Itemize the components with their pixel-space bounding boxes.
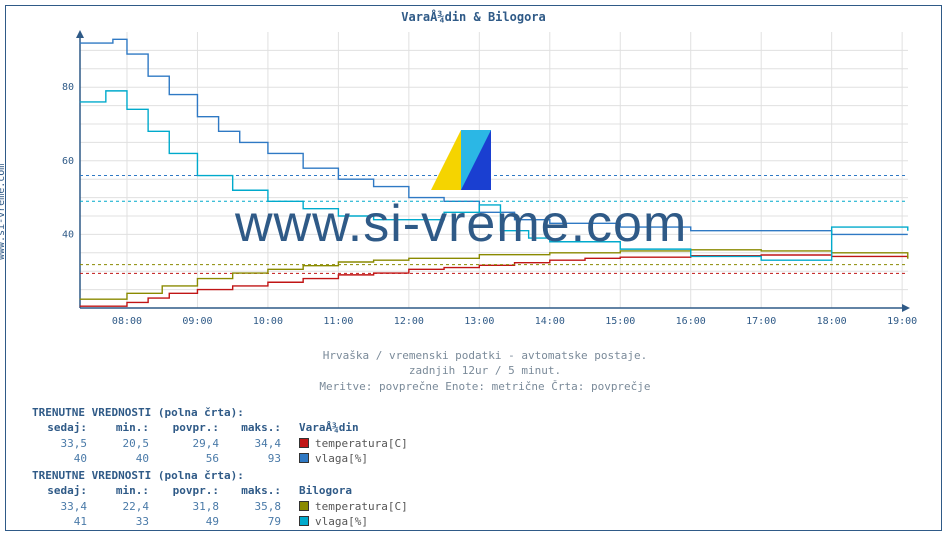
stats-labels: sedaj:min.:povpr.:maks.:Bilogora	[32, 483, 408, 498]
stats-row: 41334979vlaga[%]	[32, 514, 408, 529]
chart-title: VaraÅ¾din & Bilogora	[0, 10, 947, 24]
side-label: www.si-vreme.com	[0, 164, 7, 260]
stats-header: TRENUTNE VREDNOSTI (polna črta):	[32, 468, 408, 483]
svg-text:80: 80	[62, 82, 74, 93]
chart-area: 08:00 09:00 10:00 11:00 12:00 13:00 14:00 15:00…	[50, 28, 920, 328]
svg-text:60: 60	[62, 156, 74, 167]
svg-text:16:00: 16:00	[676, 316, 706, 327]
svg-text:10:00: 10:00	[253, 316, 283, 327]
stats-header: TRENUTNE VREDNOSTI (polna črta):	[32, 405, 408, 420]
svg-text:17:00: 17:00	[746, 316, 776, 327]
svg-text:40: 40	[62, 229, 74, 240]
svg-text:19:00: 19:00	[887, 316, 917, 327]
svg-text:18:00: 18:00	[817, 316, 847, 327]
svg-text:09:00: 09:00	[182, 316, 212, 327]
svg-text:12:00: 12:00	[394, 316, 424, 327]
legend-swatch	[299, 501, 309, 511]
stats-labels: sedaj:min.:povpr.:maks.:VaraÅ¾din	[32, 420, 408, 435]
legend-swatch	[299, 438, 309, 448]
svg-text:13:00: 13:00	[464, 316, 494, 327]
svg-text:15:00: 15:00	[605, 316, 635, 327]
subtitle: Hrvaška / vremenski podatki - avtomatske…	[50, 348, 920, 394]
subtitle-line: zadnjih 12ur / 5 minut.	[50, 363, 920, 378]
legend-swatch	[299, 516, 309, 526]
stats-row: 33,422,431,835,8temperatura[C]	[32, 499, 408, 514]
svg-text:11:00: 11:00	[323, 316, 353, 327]
chart-svg: 08:00 09:00 10:00 11:00 12:00 13:00 14:00 15:00…	[50, 28, 920, 328]
legend-swatch	[299, 453, 309, 463]
subtitle-line: Meritve: povprečne Enote: metrične Črta:…	[50, 379, 920, 394]
stats-row: 40405693vlaga[%]	[32, 451, 408, 466]
stats-block: TRENUTNE VREDNOSTI (polna črta):sedaj:mi…	[32, 405, 408, 467]
stats-block: TRENUTNE VREDNOSTI (polna črta):sedaj:mi…	[32, 468, 408, 530]
stats-row: 33,520,529,434,4temperatura[C]	[32, 436, 408, 451]
svg-text:08:00: 08:00	[112, 316, 142, 327]
svg-text:14:00: 14:00	[535, 316, 565, 327]
subtitle-line: Hrvaška / vremenski podatki - avtomatske…	[50, 348, 920, 363]
